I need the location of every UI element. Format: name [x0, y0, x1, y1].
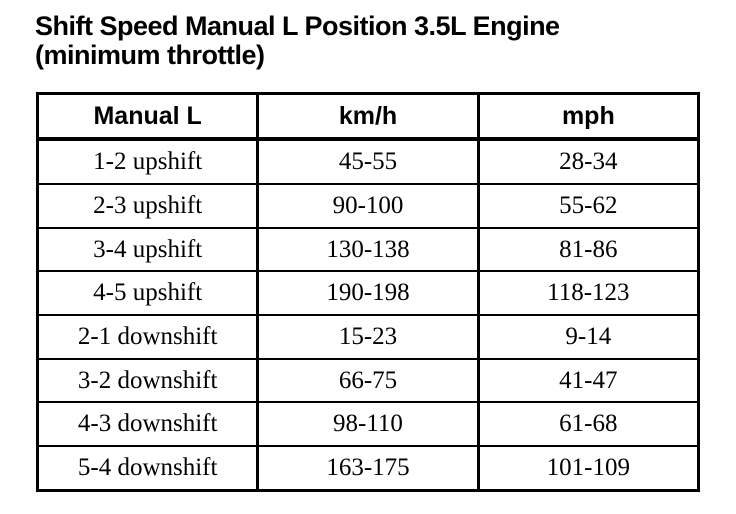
cell-shift: 4-3 downshift: [35, 401, 260, 448]
page-title: Shift Speed Manual L Position 3.5L Engin…: [35, 12, 560, 70]
table-row: 3-4 upshift 130-138 81-86: [35, 226, 701, 273]
cell-kmh: 90-100: [256, 183, 480, 229]
cell-shift: 2-1 downshift: [35, 314, 260, 360]
cell-kmh: 130-138: [256, 226, 480, 273]
table-row: 2-1 downshift 15-23 9-14: [35, 314, 701, 360]
page-title-line-1: Shift Speed Manual L Position 3.5L Engin…: [35, 11, 560, 41]
table-row: 4-3 downshift 98-110 61-68: [35, 401, 701, 448]
cell-mph: 61-68: [476, 401, 701, 448]
cell-kmh: 190-198: [256, 270, 480, 317]
cell-mph: 41-47: [476, 357, 701, 404]
page-title-line-2: (minimum throttle): [35, 40, 265, 70]
cell-kmh: 163-175: [256, 445, 480, 492]
cell-shift: 2-3 upshift: [35, 183, 260, 229]
cell-mph: 81-86: [476, 226, 701, 273]
cell-shift: 1-2 upshift: [35, 137, 260, 186]
cell-shift: 3-4 upshift: [35, 226, 260, 273]
table-row: 2-3 upshift 90-100 55-62: [35, 183, 701, 229]
cell-kmh: 15-23: [256, 314, 480, 360]
table-body: 1-2 upshift 45-55 28-34 2-3 upshift 90-1…: [35, 137, 701, 492]
header-manual-l: Manual L: [35, 92, 260, 141]
table-row: 4-5 upshift 190-198 118-123: [35, 270, 701, 317]
cell-mph: 9-14: [476, 314, 701, 360]
table-header-row: Manual L km/h mph: [35, 92, 701, 141]
cell-mph: 118-123: [476, 270, 701, 317]
cell-mph: 28-34: [476, 137, 701, 186]
shift-speed-table: Manual L km/h mph 1-2 upshift 45-55 28-3…: [35, 92, 701, 492]
cell-kmh: 45-55: [256, 137, 480, 186]
cell-mph: 101-109: [476, 445, 701, 492]
header-mph: mph: [476, 92, 701, 141]
header-kmh: km/h: [256, 92, 480, 141]
table-row: 3-2 downshift 66-75 41-47: [35, 357, 701, 404]
cell-shift: 5-4 downshift: [35, 445, 260, 492]
cell-shift: 4-5 upshift: [35, 270, 260, 317]
table-row: 5-4 downshift 163-175 101-109: [35, 445, 701, 492]
cell-mph: 55-62: [476, 183, 701, 229]
cell-kmh: 98-110: [256, 401, 480, 448]
table-row: 1-2 upshift 45-55 28-34: [35, 137, 701, 186]
cell-kmh: 66-75: [256, 357, 480, 404]
cell-shift: 3-2 downshift: [35, 357, 260, 404]
